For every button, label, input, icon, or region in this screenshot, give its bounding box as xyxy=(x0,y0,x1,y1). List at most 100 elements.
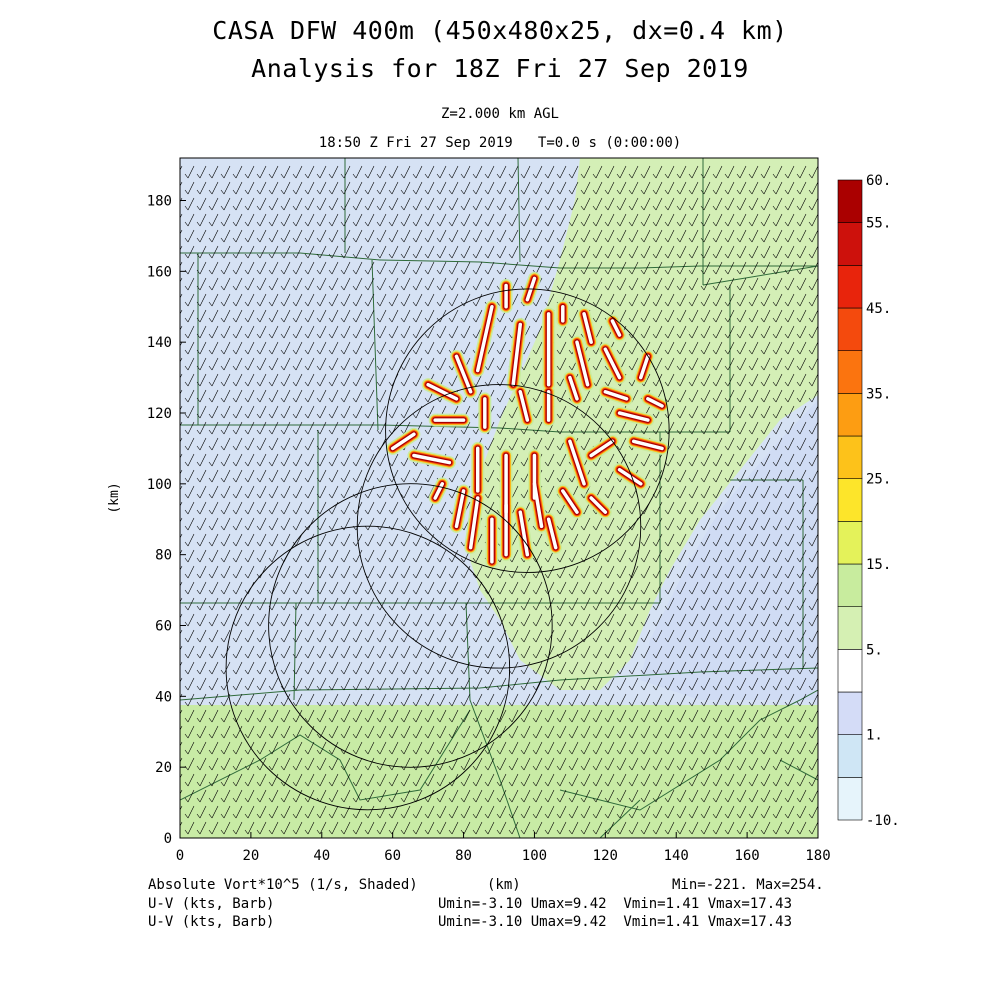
wind-barb xyxy=(436,549,447,563)
wind-barb xyxy=(424,325,435,339)
county-line xyxy=(779,759,818,781)
wind-barb xyxy=(628,165,639,179)
wind-barb xyxy=(412,709,423,723)
wind-barb xyxy=(676,245,687,259)
wind-barb xyxy=(664,309,675,323)
wind-barb xyxy=(424,261,435,275)
wind-barb xyxy=(712,597,723,611)
wind-barb xyxy=(472,245,483,259)
wind-barb xyxy=(472,725,483,739)
wind-barb xyxy=(220,165,231,179)
wind-barb xyxy=(736,757,747,771)
wind-barb xyxy=(364,757,375,771)
wind-barb xyxy=(724,517,735,531)
wind-barb xyxy=(292,661,303,675)
wind-barb xyxy=(640,645,651,659)
wind-barb xyxy=(268,565,279,579)
wind-barb xyxy=(256,421,267,435)
wind-barb xyxy=(724,485,735,499)
wind-barb xyxy=(292,229,303,243)
wind-barb xyxy=(280,725,291,739)
wind-barb xyxy=(532,709,543,723)
wind-barb xyxy=(352,245,363,259)
wind-barb xyxy=(412,197,423,211)
wind-barb xyxy=(616,677,627,691)
wind-barb xyxy=(316,629,327,643)
wind-barb xyxy=(808,629,818,643)
wind-barb xyxy=(808,821,818,835)
wind-barb xyxy=(232,549,243,563)
wind-barb xyxy=(496,677,507,691)
wind-barb xyxy=(280,341,291,355)
wind-barb xyxy=(364,197,375,211)
wind-barb xyxy=(400,709,411,723)
wind-barb xyxy=(700,469,711,483)
wind-barb xyxy=(400,261,411,275)
wind-barb xyxy=(364,213,375,227)
wind-barb xyxy=(760,453,771,467)
wind-barb xyxy=(484,181,495,195)
wind-barb xyxy=(712,437,723,451)
wind-barb xyxy=(232,517,243,531)
wind-barb xyxy=(772,405,783,419)
wind-barb xyxy=(616,741,627,755)
wind-barb xyxy=(256,661,267,675)
wind-barb xyxy=(652,341,663,355)
wind-barb xyxy=(508,213,519,227)
county-line xyxy=(371,259,379,431)
wind-barb xyxy=(772,261,783,275)
wind-barb xyxy=(796,581,807,595)
wind-barb xyxy=(664,325,675,339)
wind-barb xyxy=(376,773,387,787)
wind-barb xyxy=(520,437,531,451)
wind-barb xyxy=(508,613,519,627)
wind-barb xyxy=(688,517,699,531)
wind-barb xyxy=(508,245,519,259)
wind-barb xyxy=(784,213,795,227)
wind-barb xyxy=(748,613,759,627)
wind-barb xyxy=(760,277,771,291)
wind-barb xyxy=(304,165,315,179)
wind-barb xyxy=(700,805,711,819)
wind-barb xyxy=(640,661,651,675)
wind-barb xyxy=(760,261,771,275)
wind-barb xyxy=(604,597,615,611)
wind-barb xyxy=(556,549,567,563)
wind-barb xyxy=(736,805,747,819)
wind-barb xyxy=(676,789,687,803)
wind-barb xyxy=(340,485,351,499)
wind-barb xyxy=(244,373,255,387)
wind-barb xyxy=(376,485,387,499)
wind-barb xyxy=(496,437,507,451)
wind-barb xyxy=(484,709,495,723)
wind-barb xyxy=(712,469,723,483)
wind-barb xyxy=(232,341,243,355)
wind-barb xyxy=(268,693,279,707)
wind-barb xyxy=(424,181,435,195)
wind-barb xyxy=(616,517,627,531)
wind-barb xyxy=(736,197,747,211)
wind-barb xyxy=(292,309,303,323)
wind-barb xyxy=(556,357,567,371)
wind-barb xyxy=(304,645,315,659)
wind-barb xyxy=(220,805,231,819)
wind-barb xyxy=(556,405,567,419)
wind-barb xyxy=(604,245,615,259)
wind-barb xyxy=(628,597,639,611)
wind-barb xyxy=(568,709,579,723)
wind-barb xyxy=(244,181,255,195)
wind-barb xyxy=(244,277,255,291)
wind-barb xyxy=(628,741,639,755)
wind-barb xyxy=(520,725,531,739)
wind-barb xyxy=(784,725,795,739)
wind-barb xyxy=(748,565,759,579)
wind-barb xyxy=(436,277,447,291)
wind-barb xyxy=(208,757,219,771)
wind-barb xyxy=(724,341,735,355)
wind-barb xyxy=(808,645,818,659)
colorbar-label: 15. xyxy=(866,557,891,573)
colorbar-swatch xyxy=(837,350,863,394)
wind-barb xyxy=(376,741,387,755)
wind-barb xyxy=(700,421,711,435)
wind-barb xyxy=(712,533,723,547)
